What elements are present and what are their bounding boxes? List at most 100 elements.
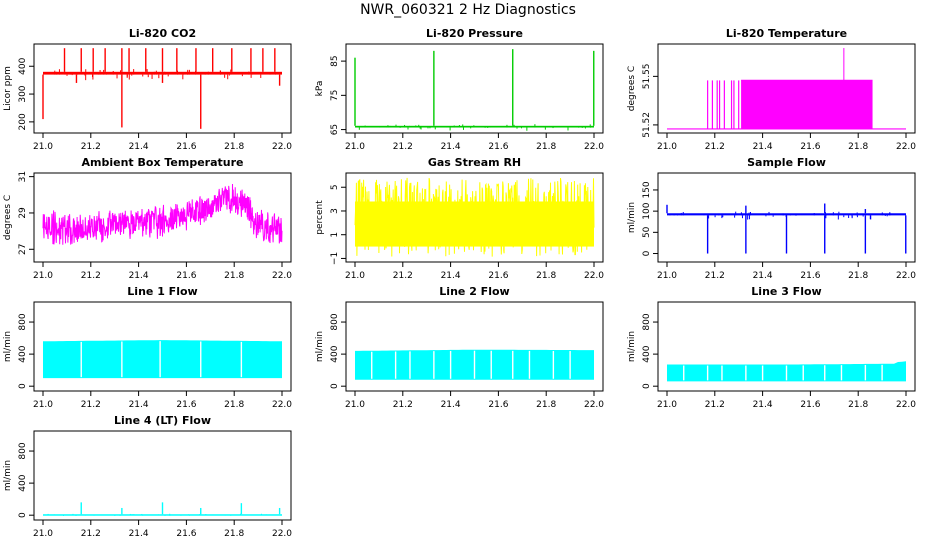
panel-title: Line 2 Flow <box>439 285 509 298</box>
x-tick-label: 21.4 <box>441 271 461 281</box>
x-tick-label: 21.2 <box>81 529 101 539</box>
y-axis-label: percent <box>315 200 325 235</box>
x-tick-label: 22.0 <box>896 400 916 410</box>
series-baseline <box>667 213 906 216</box>
panel-4: Ambient Box Temperature degrees C 27 29 31 21… <box>3 156 292 281</box>
y-axis-label: kPa <box>315 81 325 97</box>
x-tick-label: 21.8 <box>224 529 244 539</box>
panel-series <box>354 177 595 257</box>
y-tick-label: −1 <box>330 252 340 265</box>
x-tick-label: 21.2 <box>393 271 413 281</box>
y-tick-label: 5 <box>330 184 340 190</box>
x-tick-label: 21.6 <box>176 529 196 539</box>
x-tick-label: 21.4 <box>441 142 461 152</box>
x-tick-label: 21.4 <box>441 400 461 410</box>
x-tick-label: 21.4 <box>129 271 149 281</box>
y-axis-label: Licor ppm <box>3 66 13 111</box>
panel-title: Li-820 CO2 <box>129 27 196 40</box>
x-tick-label: 22.0 <box>896 142 916 152</box>
y-tick-label: 400 <box>18 345 28 362</box>
panel-title: Gas Stream RH <box>428 156 521 169</box>
x-tick-label: 21.8 <box>848 142 868 152</box>
panel-series <box>43 502 282 516</box>
x-tick-label: 21.6 <box>488 142 508 152</box>
y-tick-label: 0 <box>18 512 28 518</box>
y-tick-label: 400 <box>642 345 652 362</box>
y-tick-label: 31 <box>18 171 28 182</box>
x-tick-label: 22.0 <box>272 529 292 539</box>
panel-1: Li-820 CO2 Licor ppm 200 300 400 21.0 21.2 21.4… <box>3 27 292 152</box>
plot-frame <box>345 43 604 134</box>
y-tick-label: 29 <box>18 207 28 219</box>
x-tick-label: 21.0 <box>33 142 53 152</box>
x-tick-label: 21.8 <box>848 400 868 410</box>
x-tick-label: 21.6 <box>488 271 508 281</box>
x-tick-label: 21.8 <box>848 271 868 281</box>
y-tick-label: 150 <box>642 181 652 198</box>
panel-title: Line 1 Flow <box>127 285 197 298</box>
panel-title: Ambient Box Temperature <box>82 156 244 169</box>
panel-title: Sample Flow <box>747 156 826 169</box>
series-line <box>354 177 595 257</box>
x-tick-label: 21.6 <box>800 142 820 152</box>
panel-8: Line 2 Flow ml/min 0 400 800 21.0 21.2 21.4 21.6… <box>315 285 604 410</box>
y-tick-label: 800 <box>18 442 28 459</box>
x-tick-label: 21.2 <box>705 400 725 410</box>
y-axis-label: ml/min <box>627 202 637 233</box>
panel-title: Line 4 (LT) Flow <box>114 414 211 427</box>
x-tick-label: 21.0 <box>345 271 365 281</box>
figure-title: NWR_060321 2 Hz Diagnostics <box>360 2 576 18</box>
x-tick-label: 21.4 <box>129 529 149 539</box>
x-tick-label: 21.8 <box>224 400 244 410</box>
panel-10: Line 4 (LT) Flow ml/min 0 400 800 21.0 21.2 21.… <box>3 414 292 539</box>
y-tick-label: 400 <box>18 474 28 491</box>
y-tick-label: 27 <box>18 244 28 255</box>
x-tick-label: 21.6 <box>488 400 508 410</box>
panel-title: Li-820 Pressure <box>426 27 523 40</box>
y-tick-label: 51.52 <box>642 112 652 138</box>
y-axis-label: degrees C <box>627 66 637 111</box>
y-axis-label: ml/min <box>315 331 325 362</box>
panel-series <box>43 340 282 379</box>
x-tick-label: 21.8 <box>224 271 244 281</box>
y-axis-label: ml/min <box>627 331 637 362</box>
y-axis-label: ml/min <box>3 331 13 362</box>
panel-6: Sample Flow ml/min 0 50 100 150 21.0 21.2 21.4 21… <box>627 156 916 281</box>
x-tick-label: 21.2 <box>81 271 101 281</box>
x-tick-label: 22.0 <box>272 142 292 152</box>
series-fill <box>43 340 282 379</box>
y-tick-label: 1 <box>330 232 340 238</box>
x-tick-label: 21.2 <box>393 400 413 410</box>
y-tick-label: 800 <box>330 313 340 330</box>
x-tick-label: 21.2 <box>81 400 101 410</box>
series-baseline <box>43 514 282 516</box>
y-tick-label: 800 <box>642 313 652 330</box>
y-tick-label: 400 <box>18 57 28 74</box>
x-tick-label: 21.6 <box>800 400 820 410</box>
x-tick-label: 21.4 <box>753 142 773 152</box>
y-axis-label: ml/min <box>3 460 13 491</box>
panel-title: Line 3 Flow <box>751 285 821 298</box>
x-tick-label: 22.0 <box>272 400 292 410</box>
x-tick-label: 21.2 <box>705 271 725 281</box>
x-tick-label: 21.0 <box>657 271 677 281</box>
panel-2: Li-820 Pressure kPa 65 75 85 21.0 21.2 21.4 21.6… <box>315 27 604 152</box>
panel-title: Li-820 Temperature <box>726 27 847 40</box>
x-tick-label: 22.0 <box>272 271 292 281</box>
x-tick-label: 21.0 <box>33 529 53 539</box>
x-tick-label: 21.8 <box>224 142 244 152</box>
y-tick-label: 800 <box>18 313 28 330</box>
panel-3: Li-820 Temperature degrees C 51.52 51.55 21.… <box>627 27 916 152</box>
x-tick-label: 21.4 <box>129 142 149 152</box>
x-tick-label: 21.8 <box>536 142 556 152</box>
x-tick-label: 21.0 <box>657 142 677 152</box>
x-tick-label: 21.6 <box>176 400 196 410</box>
x-tick-label: 21.0 <box>345 400 365 410</box>
panel-series <box>354 49 595 131</box>
x-tick-label: 21.6 <box>800 271 820 281</box>
series-baseline <box>355 125 594 128</box>
y-tick-label: 0 <box>642 250 652 256</box>
x-tick-label: 22.0 <box>896 271 916 281</box>
y-tick-label: 200 <box>18 113 28 130</box>
